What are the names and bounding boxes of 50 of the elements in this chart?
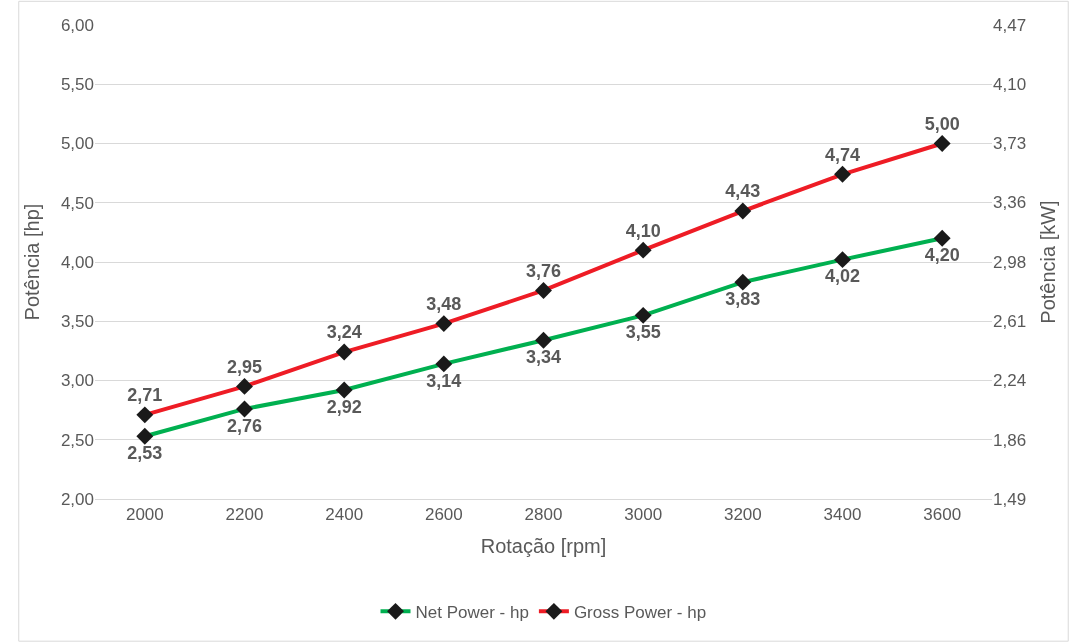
data-label: 2,53 <box>127 442 163 463</box>
x-tick-label: 3400 <box>823 505 862 525</box>
x-tick-label: 2000 <box>125 505 164 525</box>
data-label: 4,74 <box>824 144 861 165</box>
y-tick-label: 6,00 <box>60 15 94 35</box>
x-tick-label: 2800 <box>524 505 563 525</box>
x-tick-label: 2200 <box>225 505 264 525</box>
data-label: 3,83 <box>725 288 761 309</box>
x-tick-label: 2400 <box>325 505 364 525</box>
data-label: 2,95 <box>226 356 263 377</box>
y-tick-label: 3,00 <box>60 371 94 391</box>
data-label: 3,48 <box>426 293 462 314</box>
y-tick-label: 2,00 <box>60 489 94 509</box>
y-tick-label: 4,50 <box>60 193 94 213</box>
y2-axis-title: Potência [kW] <box>1036 200 1059 324</box>
y-tick-label: 4,00 <box>60 252 94 272</box>
x-tick-label: 3600 <box>923 505 962 525</box>
y-axis-title: Potência [hp] <box>21 203 44 321</box>
data-label: 5,00 <box>924 113 960 134</box>
data-label: 2,92 <box>326 396 362 417</box>
y-tick-label: 5,50 <box>60 75 94 95</box>
y2-tick-label: 4,47 <box>993 15 1027 35</box>
y2-tick-label: 4,10 <box>993 74 1027 94</box>
y2-tick-label: 1,49 <box>993 489 1027 509</box>
x-tick-label: 2600 <box>424 505 463 525</box>
data-label: 3,34 <box>525 346 562 367</box>
legend-label: Gross Power - hp <box>573 602 707 622</box>
data-label: 4,10 <box>625 220 661 241</box>
x-tick-label: 3200 <box>723 505 762 525</box>
data-label: 2,76 <box>226 415 263 436</box>
data-label: 2,71 <box>127 385 163 406</box>
y-tick-label: 2,50 <box>60 430 94 450</box>
data-label: 4,02 <box>824 266 861 287</box>
y2-tick-label: 3,36 <box>993 192 1027 212</box>
y2-tick-label: 2,61 <box>993 311 1027 331</box>
x-tick-label: 3000 <box>624 505 663 525</box>
y2-tick-label: 2,98 <box>993 252 1027 272</box>
data-label: 3,76 <box>525 260 562 281</box>
y2-tick-label: 2,24 <box>993 370 1027 390</box>
data-label: 3,24 <box>326 322 362 343</box>
y2-tick-label: 3,73 <box>993 133 1027 153</box>
data-label: 4,20 <box>924 244 960 265</box>
x-axis-title: Rotação [rpm] <box>480 534 607 557</box>
data-label: 3,55 <box>625 321 661 342</box>
legend-label: Net Power - hp <box>415 602 529 622</box>
y2-tick-label: 1,86 <box>993 431 1027 451</box>
y-tick-label: 3,50 <box>60 312 94 332</box>
data-label: 4,43 <box>725 181 761 202</box>
data-label: 3,14 <box>426 370 462 391</box>
y-tick-label: 5,00 <box>60 134 94 154</box>
